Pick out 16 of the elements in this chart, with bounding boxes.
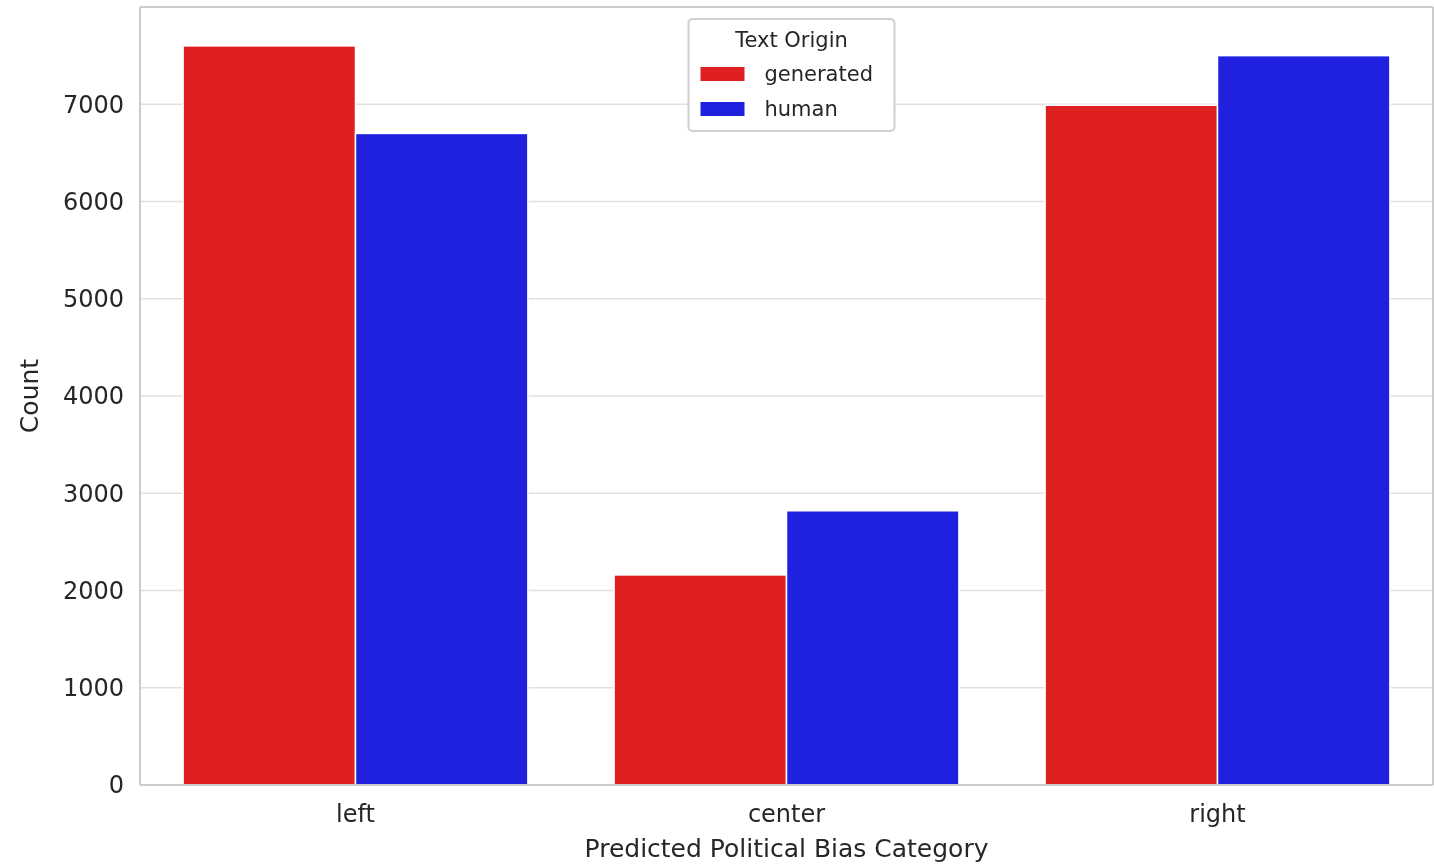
- legend-label: human: [764, 97, 838, 122]
- x-axis-title: Predicted Political Bias Category: [584, 834, 989, 863]
- x-tick-label: right: [1189, 800, 1246, 828]
- y-tick-label: 5000: [62, 285, 124, 314]
- x-tick-label: left: [336, 800, 375, 828]
- y-tick-label: 2000: [62, 576, 124, 605]
- y-tick-label: 0: [108, 771, 124, 800]
- legend-label: generated: [764, 62, 873, 87]
- y-tick-label: 6000: [62, 187, 124, 216]
- legend-title: Text Origin: [734, 28, 848, 52]
- y-tick-label: 3000: [62, 479, 124, 508]
- y-axis-title: Count: [15, 358, 44, 434]
- y-tick-label: 1000: [62, 674, 124, 703]
- x-tick-label: center: [747, 800, 826, 828]
- y-tick-label: 7000: [62, 90, 124, 119]
- y-tick-label: 4000: [62, 382, 124, 411]
